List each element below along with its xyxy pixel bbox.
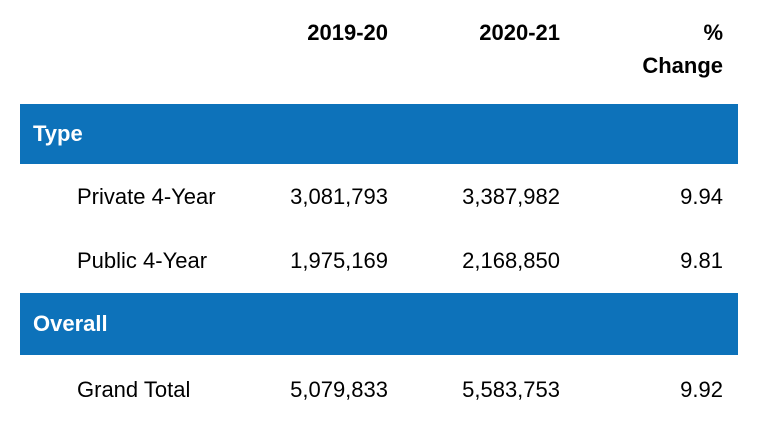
section-header-type: Type	[20, 104, 738, 164]
section-header-overall: Overall	[20, 293, 738, 355]
value-2019-20: 1,975,169	[290, 248, 388, 273]
value-2019-20: 3,081,793	[290, 183, 388, 209]
row-label: Grand Total	[77, 377, 191, 402]
value-2020-21: 5,583,753	[462, 377, 560, 402]
header-pct-symbol: %	[703, 20, 723, 45]
header-col-2020-21: 2020-21	[479, 20, 560, 45]
table-row-public-4-year: Public 4-Year 1,975,169 2,168,850 9.81	[20, 229, 738, 293]
section-title-overall: Overall	[33, 311, 108, 336]
table-row-private-4-year: Private 4-Year 3,081,793 3,387,982 9.94	[20, 164, 738, 229]
table-row-grand-total: Grand Total 5,079,833 5,583,753 9.92	[20, 355, 738, 425]
row-label: Public 4-Year	[77, 248, 208, 273]
value-2020-21: 2,168,850	[462, 248, 560, 273]
value-pct-change: 9.81	[680, 248, 723, 273]
row-label: Private 4-Year	[77, 183, 216, 209]
header-col-pct-change: % Change	[560, 16, 738, 82]
value-pct-change: 9.92	[680, 377, 723, 402]
value-pct-change: 9.94	[680, 183, 723, 209]
header-col-2019-20: 2019-20	[307, 20, 388, 45]
table-header-row: 2019-20 2020-21 % Change	[20, 0, 738, 104]
section-title-type: Type	[33, 121, 83, 146]
header-pct-change-label: Change	[642, 53, 723, 78]
value-2019-20: 5,079,833	[290, 377, 388, 402]
value-2020-21: 3,387,982	[462, 183, 560, 209]
